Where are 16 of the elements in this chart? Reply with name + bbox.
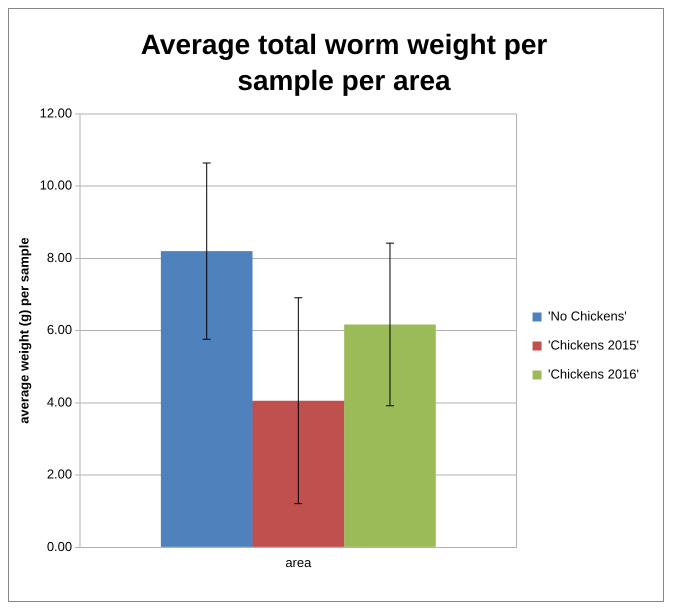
bar bbox=[160, 251, 253, 547]
chart-title: Average total worm weight per sample per area bbox=[140, 28, 548, 98]
bar bbox=[252, 400, 344, 547]
legend-label: 'No Chickens' bbox=[548, 308, 627, 324]
y-tick-label: 4.00 bbox=[46, 394, 72, 410]
y-axis-title: average weight (g) per sample bbox=[16, 237, 32, 424]
y-tick-label: 10.00 bbox=[40, 178, 72, 193]
y-tick-label: 2.00 bbox=[46, 466, 72, 482]
x-tick-label: area bbox=[285, 554, 312, 570]
legend-label: 'Chickens 2016' bbox=[548, 366, 640, 382]
y-tick-label: 0.00 bbox=[46, 538, 72, 554]
y-tick-label: 6.00 bbox=[46, 322, 72, 338]
y-tick-label: 8.00 bbox=[46, 250, 72, 265]
legend-label: 'Chickens 2015' bbox=[548, 338, 640, 353]
bar bbox=[344, 324, 436, 547]
y-tick-label: 12.00 bbox=[40, 105, 72, 120]
